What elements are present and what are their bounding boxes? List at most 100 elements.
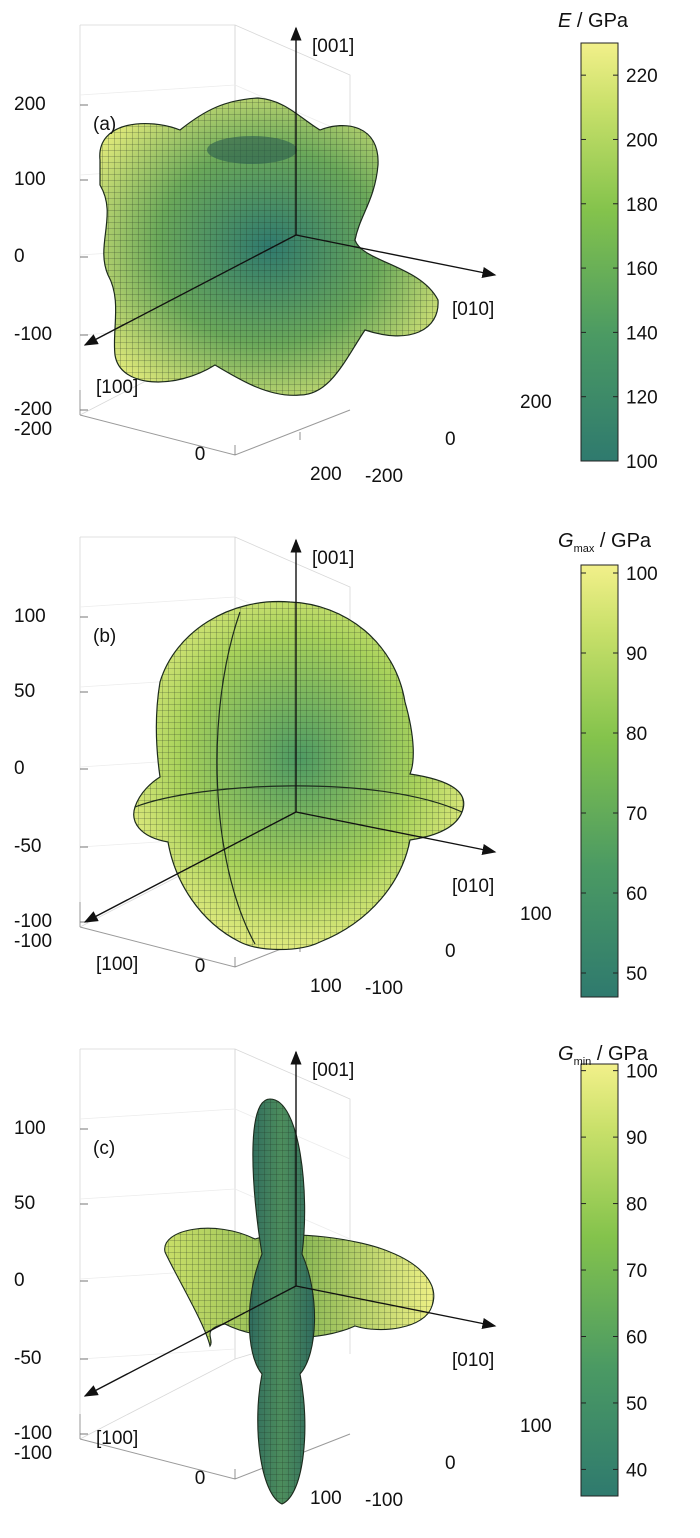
arrow-010 — [295, 1285, 497, 1330]
equatorial-ridge — [134, 785, 463, 813]
colorbar-fill — [580, 564, 619, 998]
x-tick-label: 100 — [310, 1488, 342, 1509]
axis-label-001: [001] — [312, 1060, 354, 1081]
colorbar: 100 90 80 70 60 50 Gmax / GPa — [558, 530, 658, 998]
z-tick-label: 100 — [14, 1118, 46, 1139]
z-tick-label: 0 — [14, 758, 25, 779]
axis-label-001: [001] — [312, 36, 354, 57]
colorbar-tick-label: 100 — [626, 564, 658, 585]
arrow-100 — [83, 811, 297, 923]
surface-shape — [164, 1098, 435, 1505]
colorbar-title-symbol: E — [558, 10, 572, 32]
z-tick-label: 50 — [14, 1193, 35, 1214]
colorbar-title-symbol: G — [558, 1043, 574, 1065]
arrow-010 — [295, 234, 497, 279]
y-tick-label: 100 — [520, 1416, 552, 1437]
direction-arrows — [83, 26, 497, 346]
colorbar-tick-label: 220 — [626, 66, 658, 87]
z-tick-label: -50 — [14, 836, 41, 857]
chart-panel-1: 2001000-100-200-20002002000-200[001][010… — [14, 10, 658, 487]
colorbar-title: E / GPa — [558, 10, 629, 32]
colorbar-tick-label: 70 — [626, 1261, 647, 1282]
y-tick-label: 0 — [445, 1453, 456, 1474]
colorbar-tick-label: 80 — [626, 1195, 647, 1216]
colorbar-tick-label: 160 — [626, 259, 658, 280]
y-tick-label: -100 — [365, 1490, 403, 1511]
z-tick-label: -100 — [14, 911, 52, 932]
colorbar-tick-label: 200 — [626, 130, 658, 151]
gridline — [79, 596, 236, 608]
gridline — [79, 84, 236, 96]
colorbar-tick-label: 70 — [626, 804, 647, 825]
y-tick-label: 0 — [445, 429, 456, 450]
z-tick-label: 50 — [14, 681, 35, 702]
colorbar-tick-label: 50 — [626, 1394, 647, 1415]
colorbar-tick-label: 50 — [626, 964, 647, 985]
z-tick-label: 200 — [14, 94, 46, 115]
y-tick-label: 100 — [520, 904, 552, 925]
colorbar-fill — [580, 1063, 619, 1497]
vertical-ridge — [216, 611, 256, 945]
chart-panel-3: 100500-50-100-10001001000-100[001][010][… — [14, 1043, 658, 1511]
colorbar-tick-label: 60 — [626, 884, 647, 905]
z-tick-label: 0 — [14, 246, 25, 267]
x-tick-label: -200 — [14, 419, 52, 440]
colorbar-tick-label: 140 — [626, 323, 658, 344]
z-tick-label: -200 — [14, 399, 52, 420]
x-tick-label: 0 — [195, 444, 206, 465]
x-tick-label: 0 — [195, 1468, 206, 1489]
surface-mesh — [249, 1099, 315, 1504]
arrow-010 — [295, 811, 497, 856]
axis-label-001: [001] — [312, 548, 354, 569]
colorbar-title-unit: / GPa — [591, 1043, 649, 1065]
axis-label-010: [010] — [452, 1350, 494, 1371]
panel-label: (c) — [93, 1138, 115, 1159]
colorbar-tick-label: 100 — [626, 452, 658, 473]
axis-label-100: [100] — [96, 954, 138, 975]
colorbar-tick-label: 60 — [626, 1327, 647, 1348]
z-tick-label: 100 — [14, 606, 46, 627]
colorbar: 100 90 80 70 60 50 40 Gmin / GPa — [558, 1043, 658, 1497]
colorbar-title-unit: / GPa — [571, 10, 629, 32]
direction-arrows — [83, 538, 497, 923]
x-tick-label: -100 — [14, 1443, 52, 1464]
axis-label-100: [100] — [96, 377, 138, 398]
axis-label-100: [100] — [96, 1428, 138, 1449]
colorbar-title-subscript: max — [574, 543, 595, 555]
colorbar-title: Gmin / GPa — [558, 1043, 649, 1068]
surface-mesh — [133, 601, 464, 950]
colorbar-fill — [580, 42, 619, 462]
gridline — [79, 1188, 236, 1200]
colorbar-title: Gmax / GPa — [558, 530, 652, 555]
colorbar-tick-label: 90 — [626, 644, 647, 665]
arrow-100 — [83, 234, 297, 346]
axis-label-010: [010] — [452, 299, 494, 320]
colorbar-tick-label: 40 — [626, 1460, 647, 1481]
gridline — [79, 1348, 236, 1360]
gridline — [79, 1108, 236, 1120]
x-tick-label: -100 — [14, 931, 52, 952]
y-tick-label: -100 — [365, 978, 403, 999]
x-tick-label: 100 — [310, 976, 342, 997]
direction-arrows — [83, 1050, 497, 1397]
y-tick-label: -200 — [365, 466, 403, 487]
surface-shape — [99, 97, 439, 396]
surface-mesh — [99, 98, 439, 396]
z-tick-label: 100 — [14, 169, 46, 190]
z-tick-label: -100 — [14, 1423, 52, 1444]
x-tick-label: 0 — [195, 956, 206, 977]
colorbar-title-symbol: G — [558, 530, 574, 552]
colorbar-tick-label: 180 — [626, 195, 658, 216]
colorbar-tick-label: 100 — [626, 1062, 658, 1083]
panel-label: (b) — [93, 626, 116, 647]
colorbar-tick-label: 90 — [626, 1128, 647, 1149]
y-tick-label: 200 — [520, 392, 552, 413]
colorbar-title-subscript: min — [574, 1056, 592, 1068]
z-tick-label: -50 — [14, 1348, 41, 1369]
chart-panel-2: 100500-50-100-10001001000-100[001][010][… — [14, 530, 658, 999]
box-edges-front — [79, 390, 351, 456]
z-tick-label: -100 — [14, 324, 52, 345]
colorbar-tick-label: 80 — [626, 724, 647, 745]
surface-shade — [207, 136, 297, 164]
